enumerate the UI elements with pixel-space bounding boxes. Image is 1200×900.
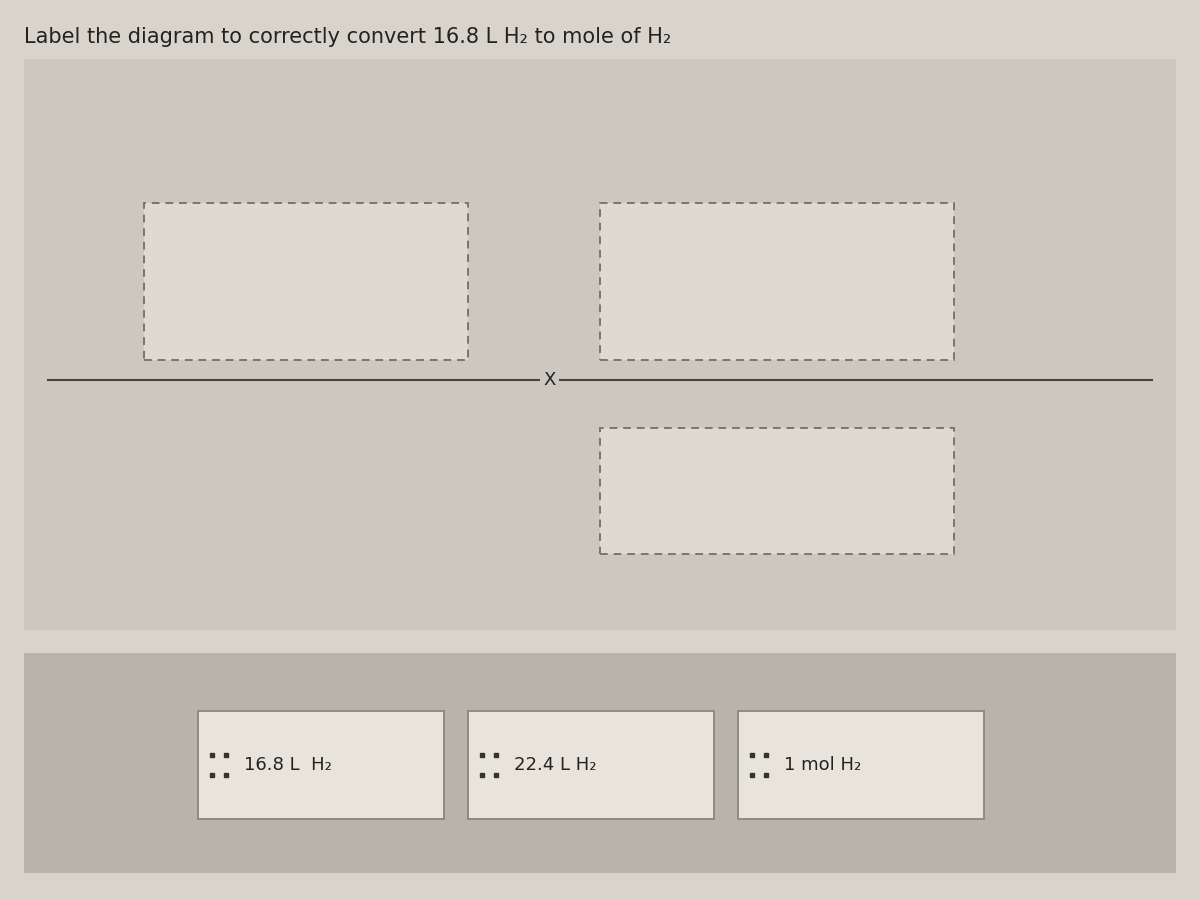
Text: 22.4 L H₂: 22.4 L H₂ bbox=[514, 756, 596, 774]
Bar bbox=[144, 202, 468, 360]
Bar bbox=[600, 428, 954, 554]
Bar bbox=[600, 202, 954, 360]
Bar bbox=[198, 711, 444, 819]
Bar bbox=[24, 58, 1176, 630]
Text: 16.8 L  H₂: 16.8 L H₂ bbox=[244, 756, 331, 774]
Text: 1 mol H₂: 1 mol H₂ bbox=[784, 756, 860, 774]
Bar bbox=[738, 711, 984, 819]
Text: Label the diagram to correctly convert 16.8 L H₂ to mole of H₂: Label the diagram to correctly convert 1… bbox=[24, 27, 671, 47]
Bar bbox=[468, 711, 714, 819]
Bar bbox=[24, 652, 1176, 873]
Text: X: X bbox=[544, 371, 556, 389]
